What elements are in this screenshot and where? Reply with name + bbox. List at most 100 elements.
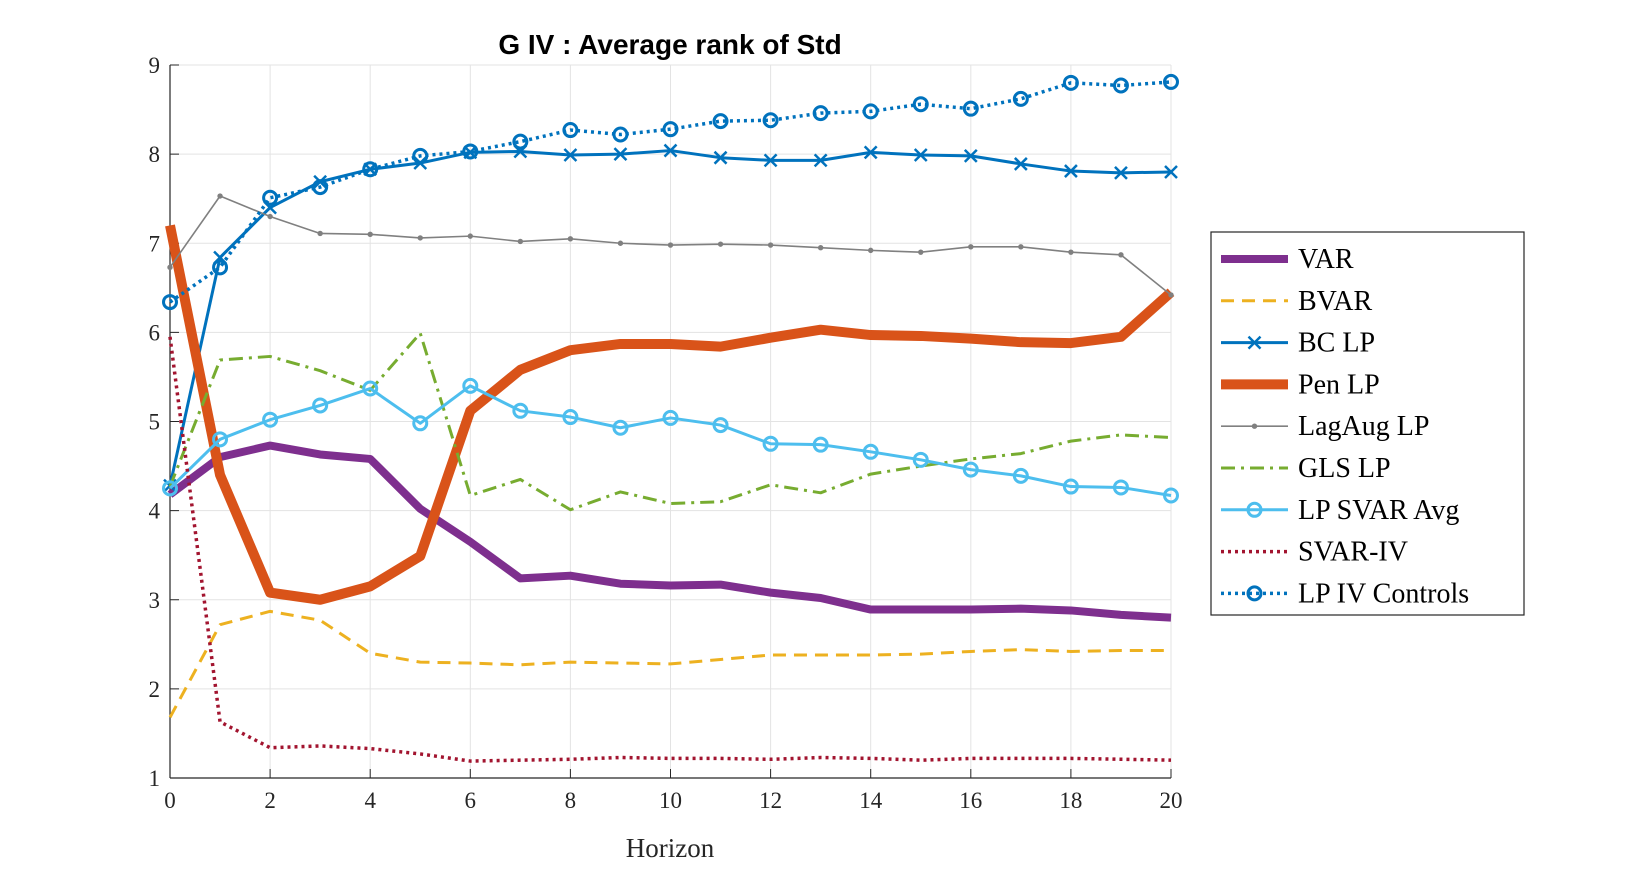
data-point-lagaug-lp	[467, 233, 473, 239]
series-line-svar-iv	[168, 336, 1172, 763]
data-point-bc-lp	[963, 149, 978, 163]
data-point-lagaug-lp	[567, 236, 574, 242]
series-lp-iv-controls	[162, 73, 1179, 311]
y-axis-ticks: 1 2 3 4 5 6 7 8 9	[149, 53, 179, 791]
y-tick-label: 7	[149, 231, 161, 256]
data-point-lp-svar-avg	[512, 402, 529, 419]
x-tick-label: 16	[959, 788, 982, 813]
data-point-bc-lp	[863, 145, 878, 160]
legend-item-lp-svar-avg: LP SVAR Avg	[1221, 495, 1459, 526]
y-tick-label: 8	[149, 142, 161, 167]
data-point-lp-iv-controls	[1112, 77, 1129, 94]
data-point-lp-iv-controls	[362, 161, 379, 178]
legend-label: LP SVAR Avg	[1298, 495, 1459, 526]
y-tick-label: 9	[149, 53, 161, 78]
data-point-bc-lp	[913, 148, 928, 162]
data-point-lp-iv-controls	[762, 112, 779, 129]
data-point-lagaug-lp	[517, 238, 524, 245]
data-point-lp-svar-avg	[462, 377, 479, 394]
y-tick-label: 2	[149, 677, 161, 702]
legend-item-gls-lp: GLS LP	[1221, 453, 1391, 484]
data-point-lp-svar-avg	[412, 415, 429, 432]
data-point-lp-svar-avg	[162, 480, 178, 497]
data-point-lp-svar-avg	[312, 397, 329, 414]
data-point-lp-svar-avg	[1012, 467, 1029, 484]
legend-marker	[1247, 335, 1262, 350]
data-point-bc-lp	[763, 153, 778, 168]
y-tick-label: 4	[149, 499, 161, 524]
data-point-lagaug-lp	[267, 213, 273, 220]
grid	[169, 64, 1172, 779]
data-point-lp-svar-avg	[362, 380, 379, 397]
data-point-bc-lp	[1013, 157, 1028, 171]
data-point-lp-svar-avg	[212, 431, 229, 448]
data-point-lagaug-lp	[1018, 244, 1024, 250]
data-point-lp-iv-controls	[462, 143, 479, 160]
data-point-lp-iv-controls	[612, 126, 629, 143]
y-tick-label: 5	[149, 410, 161, 435]
legend: VAR BVAR BC LP Pen LP LagAug LP GLS LP LP SVAR…	[1210, 231, 1525, 616]
legend-label: SVAR-IV	[1298, 537, 1408, 568]
data-point-lp-svar-avg	[712, 417, 729, 434]
data-point-bc-lp	[1114, 165, 1128, 180]
data-point-lagaug-lp	[968, 244, 974, 250]
data-point-lagaug-lp	[167, 264, 173, 271]
series-var	[167, 441, 1172, 622]
legend-item-lagaug-lp: LagAug LP	[1221, 411, 1429, 442]
data-point-lp-iv-controls	[162, 294, 178, 311]
legend-item-svar-iv: SVAR-IV	[1221, 537, 1408, 568]
legend-label: Pen LP	[1298, 369, 1380, 400]
data-point-lp-svar-avg	[1062, 478, 1079, 495]
data-point-lagaug-lp	[1068, 249, 1074, 255]
x-tick-label: 18	[1059, 788, 1082, 813]
x-tick-label: 8	[565, 788, 577, 813]
series-bvar	[168, 609, 1171, 719]
data-point-lp-svar-avg	[1163, 487, 1179, 504]
data-point-lp-svar-avg	[262, 411, 279, 428]
data-point-lagaug-lp	[767, 242, 774, 248]
data-point-lagaug-lp	[317, 230, 323, 237]
data-point-lp-svar-avg	[662, 409, 679, 426]
data-point-bc-lp	[613, 147, 628, 162]
legend-marker	[1246, 501, 1263, 518]
data-point-bc-lp	[1064, 164, 1078, 178]
data-point-lp-iv-controls	[412, 147, 429, 164]
x-tick-label: 2	[264, 788, 276, 813]
data-point-lagaug-lp	[1168, 292, 1174, 298]
data-point-lp-iv-controls	[1062, 74, 1079, 91]
data-point-bc-lp	[1164, 165, 1178, 179]
series-line-pen-lp	[165, 224, 1175, 605]
data-point-lp-iv-controls	[512, 133, 529, 150]
legend-item-lp-iv-controls: LP IV Controls	[1221, 578, 1469, 609]
data-point-lp-svar-avg	[1112, 479, 1129, 496]
x-tick-label: 20	[1160, 788, 1183, 813]
legend-label: VAR	[1298, 244, 1354, 275]
data-point-bc-lp	[663, 143, 678, 158]
x-tick-label: 0	[164, 788, 176, 813]
legend-label: LagAug LP	[1298, 411, 1429, 442]
data-point-lp-iv-controls	[862, 103, 879, 120]
data-point-lp-iv-controls	[212, 259, 229, 276]
data-point-bc-lp	[713, 150, 728, 165]
data-point-lp-iv-controls	[562, 122, 579, 139]
data-point-lp-iv-controls	[1012, 90, 1029, 107]
legend-item-bc-lp: BC LP	[1221, 328, 1375, 359]
series-line-lp-iv-controls	[169, 80, 1172, 304]
data-point-lp-iv-controls	[962, 100, 979, 117]
y-tick-label: 1	[149, 766, 161, 791]
data-point-lp-svar-avg	[912, 451, 929, 468]
data-point-lagaug-lp	[367, 231, 373, 238]
data-point-lp-iv-controls	[312, 179, 329, 196]
data-point-lagaug-lp	[617, 240, 624, 246]
data-point-bc-lp	[813, 153, 828, 168]
plot-area	[162, 73, 1179, 763]
data-point-lp-iv-controls	[262, 189, 279, 206]
legend-item-bvar: BVAR	[1221, 286, 1373, 317]
legend-marker	[1251, 423, 1258, 429]
legend-label: BC LP	[1298, 328, 1375, 359]
series-line-var	[167, 441, 1172, 622]
legend-item-pen-lp: Pen LP	[1221, 369, 1380, 400]
data-point-lagaug-lp	[1118, 252, 1124, 258]
series-pen-lp	[165, 224, 1175, 605]
